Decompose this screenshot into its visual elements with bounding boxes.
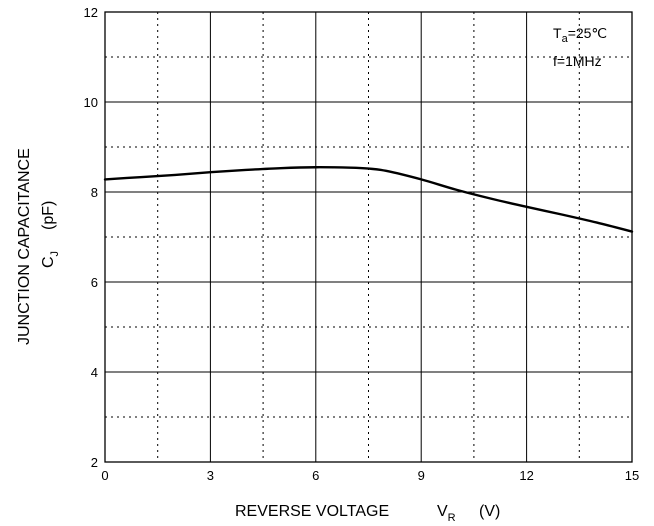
x-axis-unit: (V) [479,503,500,520]
y-tick-label: 2 [91,455,98,470]
y-symbol-main: C [40,256,57,268]
ta-symbol: T [553,25,562,41]
y-tick-label: 4 [91,365,98,380]
tick-labels: 0 3 6 9 12 15 2 4 6 8 10 12 [84,5,640,483]
y-axis-unit: (pF) [40,201,57,230]
temperature-annotation: Ta=25℃ [553,25,607,45]
x-tick-label: 6 [312,468,319,483]
capacitance-curve [103,166,634,233]
x-axis-label: REVERSE VOLTAGE [235,503,389,520]
x-tick-label: 12 [519,468,533,483]
x-tick-label: 9 [418,468,425,483]
y-tick-label: 8 [91,185,98,200]
y-axis-label: JUNCTION CAPACITANCE [16,148,33,345]
plot-frame [104,11,633,463]
x-symbol-main: V [437,503,448,520]
x-axis-symbol: VR [437,503,456,524]
y-symbol-sub: J [49,251,61,257]
ta-sub: a [562,33,569,45]
y-axis-symbol: CJ [40,251,61,268]
frequency-annotation: f=1MHz [553,53,602,69]
x-tick-label: 15 [625,468,639,483]
ta-value: =25℃ [568,25,607,41]
x-symbol-sub: R [448,512,456,524]
y-tick-label: 10 [84,95,98,110]
x-tick-label: 0 [101,468,108,483]
x-tick-label: 3 [207,468,214,483]
y-tick-label: 6 [91,275,98,290]
grid [105,12,632,462]
y-tick-label: 12 [84,5,98,20]
